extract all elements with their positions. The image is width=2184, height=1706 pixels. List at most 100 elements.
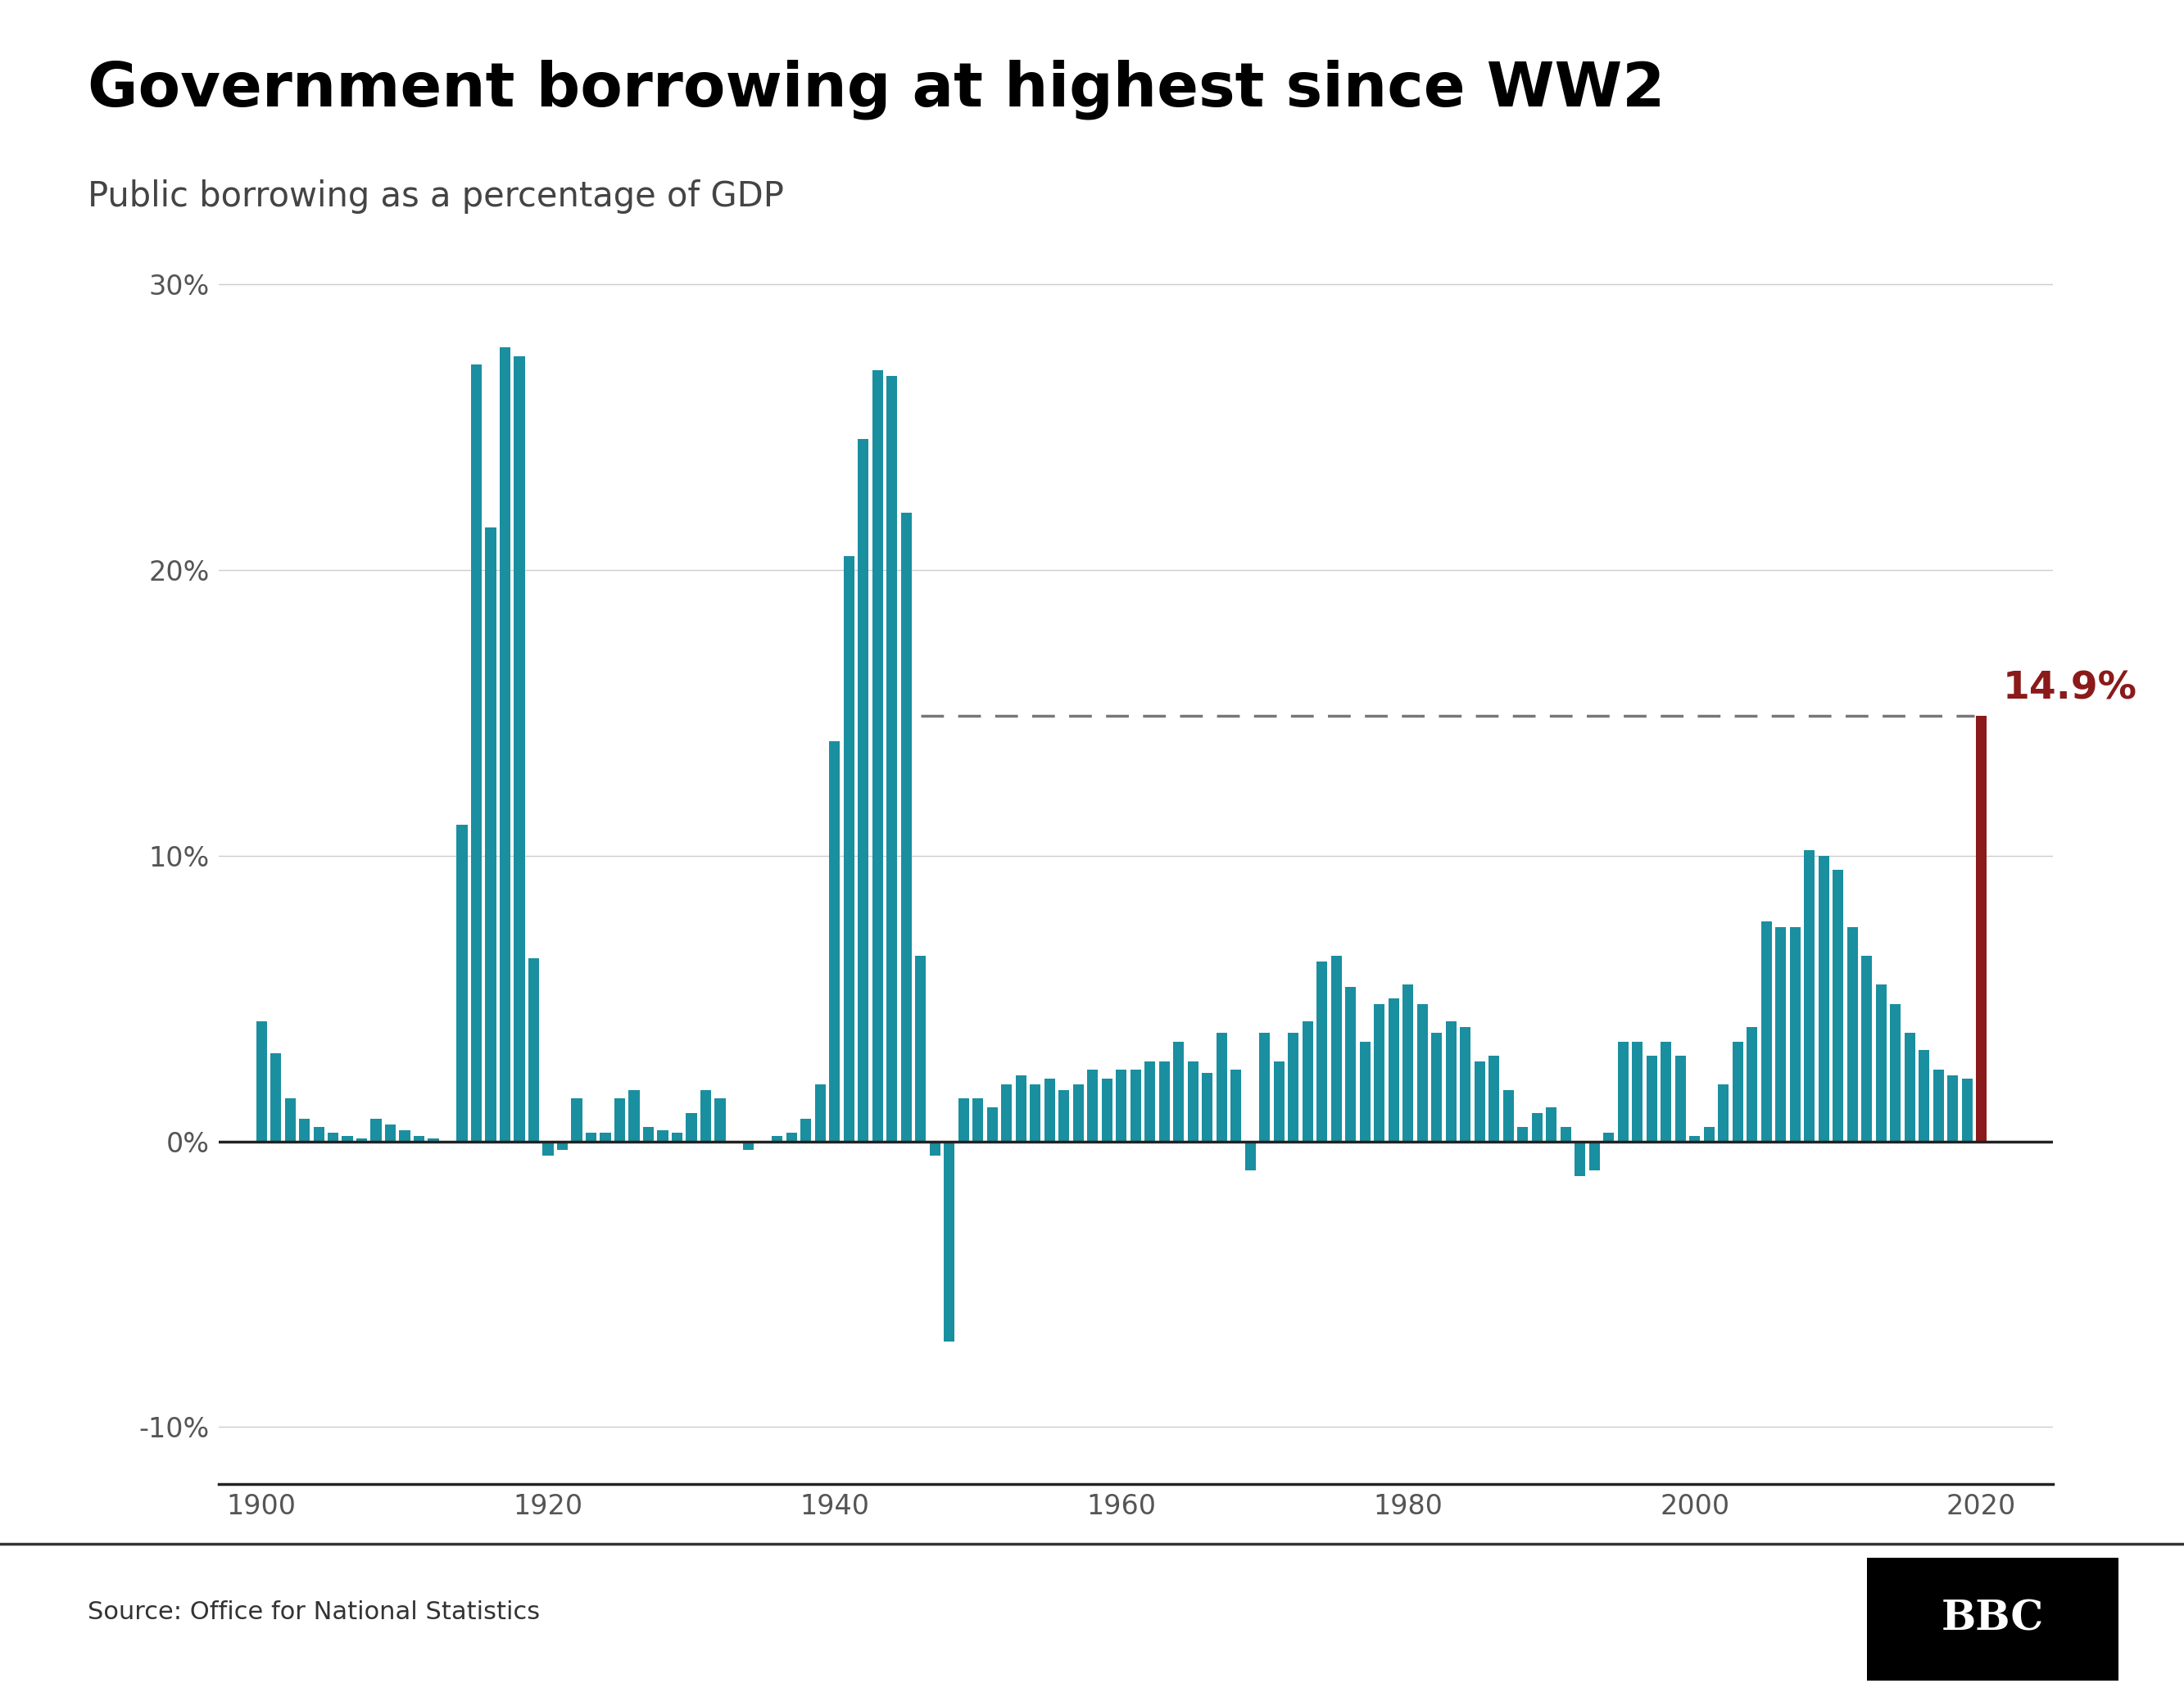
Bar [743,1141,753,1150]
Bar [413,1136,424,1141]
Bar [271,1053,282,1141]
Bar [1230,1070,1241,1141]
Bar [384,1124,395,1141]
Bar [1101,1078,1112,1141]
Bar [815,1085,826,1141]
Bar [714,1099,725,1141]
Bar [428,1138,439,1141]
Bar [642,1128,653,1141]
Bar [786,1133,797,1141]
Bar [1431,1032,1441,1141]
Bar [1016,1076,1026,1141]
Bar [284,1099,295,1141]
Bar [1144,1061,1155,1141]
Bar [686,1112,697,1141]
Bar [371,1119,382,1141]
Bar [557,1141,568,1150]
Bar [1389,998,1400,1141]
Bar [943,1141,954,1341]
Bar [1116,1070,1127,1141]
Bar [1575,1141,1586,1175]
Bar [1031,1085,1042,1141]
Bar [1719,1085,1730,1141]
Bar [1732,1041,1743,1141]
Bar [972,1099,983,1141]
Bar [356,1138,367,1141]
Bar [1889,1005,1900,1141]
Bar [1647,1056,1658,1141]
Bar [701,1090,712,1141]
Bar [1173,1041,1184,1141]
Bar [1531,1112,1542,1141]
Text: Source: Office for National Statistics: Source: Office for National Statistics [87,1600,539,1624]
Bar [1675,1056,1686,1141]
Bar [871,370,882,1141]
Bar [657,1129,668,1141]
Bar [1618,1041,1629,1141]
Bar [1446,1022,1457,1141]
Bar [1747,1027,1758,1141]
Bar [542,1141,553,1155]
Bar [887,375,898,1141]
Bar [858,438,869,1141]
Bar [1603,1133,1614,1141]
Text: 14.9%: 14.9% [2003,670,2138,708]
Bar [485,527,496,1141]
Bar [1559,1128,1570,1141]
Bar [1361,1041,1369,1141]
Bar [1059,1090,1070,1141]
Bar [1760,921,1771,1141]
Bar [1948,1076,1959,1141]
Bar [400,1129,411,1141]
Bar [1260,1032,1271,1141]
Bar [930,1141,941,1155]
Bar [1631,1041,1642,1141]
Bar [1590,1141,1599,1170]
Bar [1402,984,1413,1141]
Bar [1804,850,1815,1141]
Bar [299,1119,310,1141]
Bar [1072,1085,1083,1141]
Bar [1245,1141,1256,1170]
Bar [601,1133,612,1141]
Bar [456,824,467,1141]
Bar [585,1133,596,1141]
Bar [1216,1032,1227,1141]
Bar [1417,1005,1428,1141]
Bar [1088,1070,1099,1141]
Bar [771,1136,782,1141]
Bar [1489,1056,1500,1141]
Bar [1160,1061,1171,1141]
Bar [500,348,511,1141]
Bar [1317,962,1328,1141]
Bar [1688,1136,1699,1141]
Bar [472,365,483,1141]
Bar [1977,717,1987,1141]
Bar [1201,1073,1212,1141]
Bar [513,357,524,1141]
Bar [1518,1128,1529,1141]
Bar [256,1022,266,1141]
Bar [830,742,841,1141]
Bar [959,1099,970,1141]
Bar [902,514,911,1141]
Bar [1660,1041,1671,1141]
Bar [1302,1022,1313,1141]
Bar [987,1107,998,1141]
Bar [1933,1070,1944,1141]
Bar [1776,926,1787,1141]
Bar [1000,1085,1011,1141]
Bar [1503,1090,1514,1141]
Text: Public borrowing as a percentage of GDP: Public borrowing as a percentage of GDP [87,179,784,213]
Bar [1044,1078,1055,1141]
Bar [802,1119,812,1141]
Bar [1876,984,1887,1141]
Bar [1474,1061,1485,1141]
Bar [1188,1061,1199,1141]
Bar [1330,955,1341,1141]
Bar [529,959,539,1141]
Bar [915,955,926,1141]
Bar [572,1099,583,1141]
Bar [1459,1027,1470,1141]
Text: Government borrowing at highest since WW2: Government borrowing at highest since WW… [87,60,1664,119]
